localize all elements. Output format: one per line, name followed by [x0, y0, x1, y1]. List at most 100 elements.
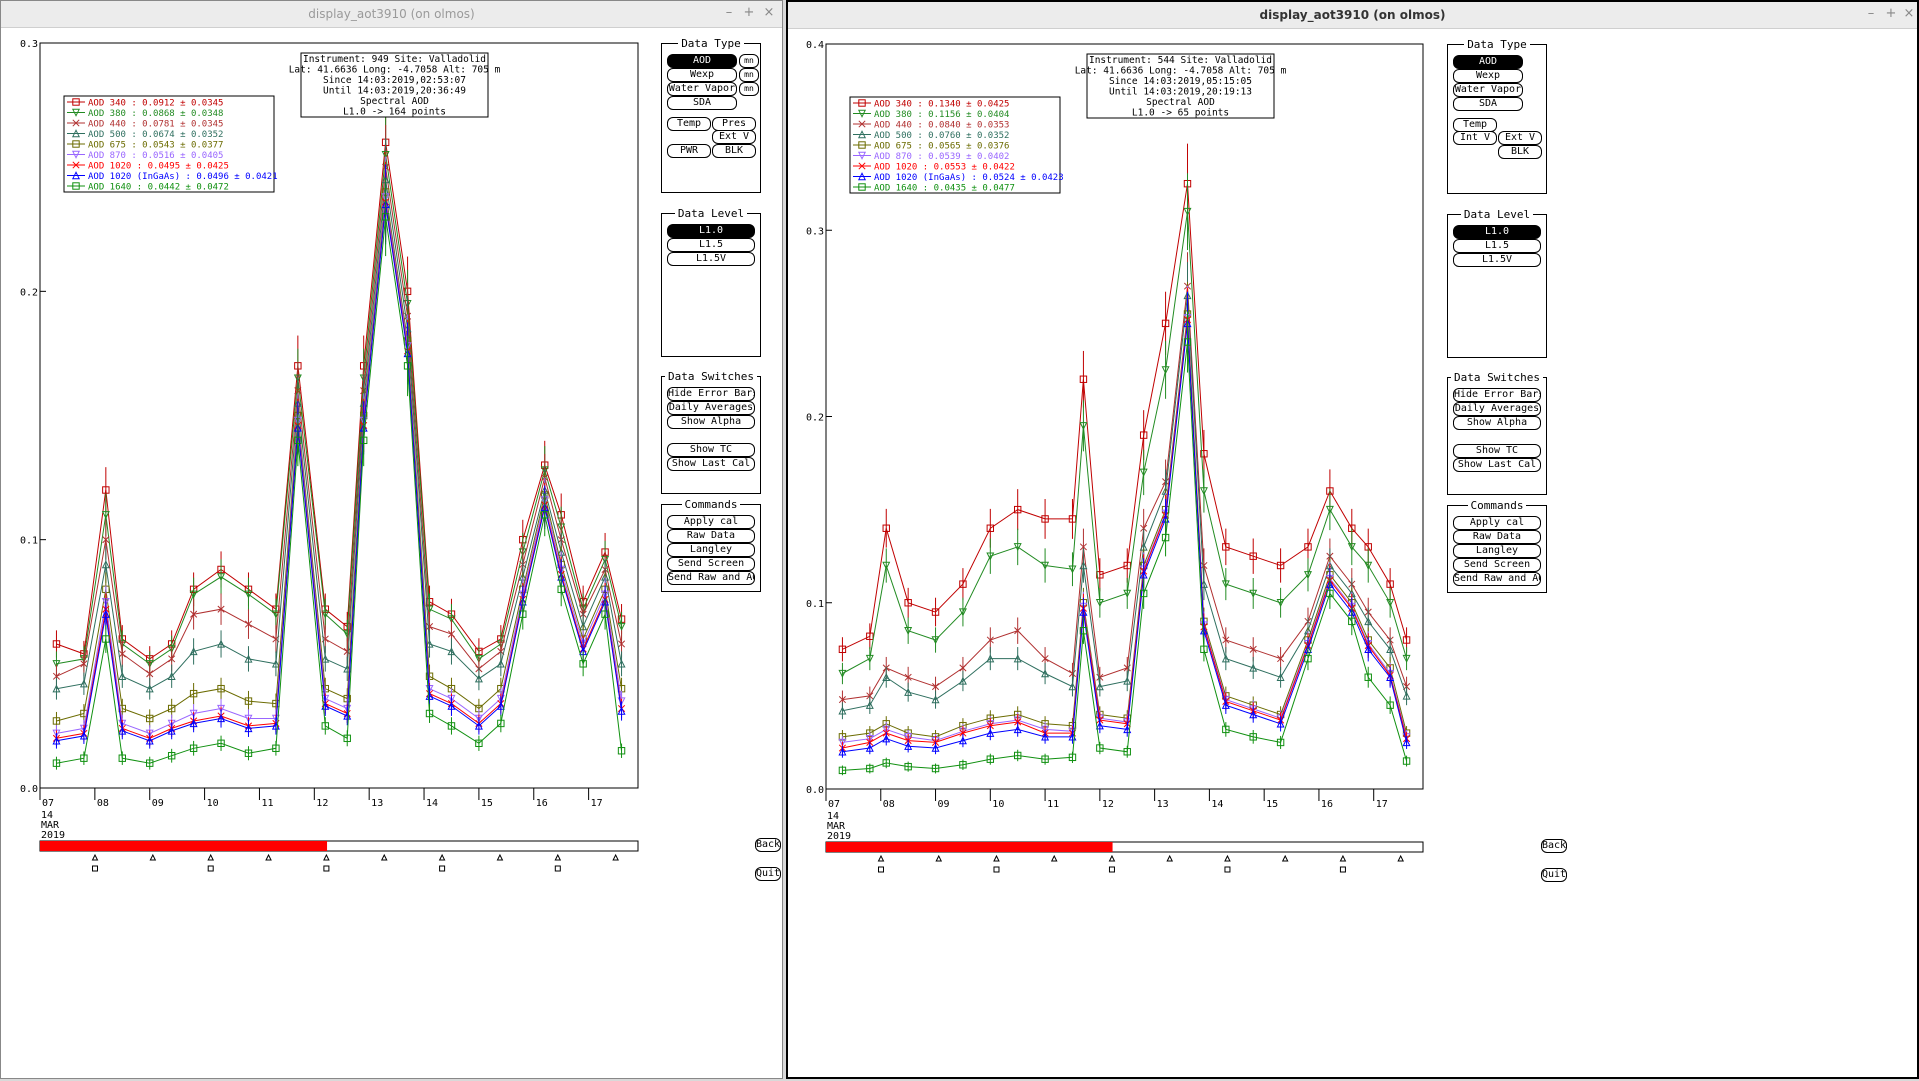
x-tick-label: 14 [426, 798, 438, 809]
data-point [1139, 468, 1148, 477]
event-marker [323, 853, 330, 861]
data-point [79, 679, 88, 688]
close-icon[interactable]: × [763, 5, 775, 20]
command-raw-data-button[interactable]: Raw Data [1453, 530, 1541, 544]
switch-show-alpha-button[interactable]: Show Alpha [667, 415, 755, 429]
data-point [167, 752, 176, 760]
units-button[interactable]: mn [739, 68, 759, 82]
data-point [474, 721, 483, 730]
data-point [865, 735, 874, 744]
title-bar[interactable]: display_aot3910 (on olmos) – + × [788, 2, 1917, 29]
data-point [425, 623, 434, 631]
close-icon[interactable]: × [1903, 6, 1915, 21]
units-button[interactable]: mn [739, 82, 759, 96]
ext-v-button[interactable]: Ext V [1498, 131, 1542, 145]
data-point [271, 659, 280, 668]
data-type-aod-button[interactable]: AOD [667, 54, 737, 68]
data-point [1013, 505, 1022, 514]
data-point [381, 213, 390, 221]
switch-show-last-cal-button[interactable]: Show Last Cal [1453, 458, 1541, 472]
command-send-raw-and-aod-button[interactable]: Send Raw and AOD [667, 571, 755, 585]
command-langley-button[interactable]: Langley [1453, 544, 1541, 558]
ext-v-button[interactable]: Ext V [712, 130, 756, 144]
quit-button[interactable]: Quit [1541, 868, 1567, 882]
command-raw-data-button[interactable]: Raw Data [667, 529, 755, 543]
data-point [1222, 543, 1230, 551]
back-button[interactable]: Back [1541, 839, 1567, 853]
data-point [190, 610, 198, 618]
data-type-sda-button[interactable]: SDA [1453, 97, 1523, 111]
switch-show-alpha-button[interactable]: Show Alpha [1453, 416, 1541, 430]
switch-daily-averages-button[interactable]: Daily Averages [1453, 402, 1541, 416]
event-marker [612, 853, 619, 861]
data-point [986, 722, 994, 730]
data-level-l15-button[interactable]: L1.5 [667, 238, 755, 252]
quit-button[interactable]: Quit [755, 867, 781, 881]
data-point [102, 536, 110, 544]
event-marker [1108, 866, 1115, 873]
blk-button[interactable]: BLK [1498, 145, 1542, 159]
command-apply-cal-button[interactable]: Apply cal [667, 515, 755, 529]
switch-hide-error-bars-button[interactable]: Hide Error Bars [667, 387, 755, 401]
minimize-icon[interactable]: – [1867, 6, 1875, 21]
time-progress-fill [40, 841, 328, 851]
info-line: L1.0 -> 65 points [1132, 108, 1229, 119]
x-tick-label: 08 [883, 799, 895, 810]
data-point [1249, 589, 1258, 598]
data-point [1123, 725, 1132, 734]
switch-hide-error-bars-button[interactable]: Hide Error Bars [1453, 388, 1541, 402]
maximize-icon[interactable]: + [743, 5, 755, 20]
event-marker [149, 853, 157, 861]
switch-daily-averages-button[interactable]: Daily Averages [667, 401, 755, 415]
info-line: Instrument: 544 Site: Valladolid [1089, 55, 1272, 66]
data-type-wexp-button[interactable]: Wexp [667, 68, 737, 82]
minimize-icon[interactable]: – [725, 5, 733, 20]
data-level-l15-button[interactable]: L1.5 [1453, 239, 1541, 253]
plot-window-left: display_aot3910 (on olmos) – + × 0.3 0.2 0… [0, 0, 783, 1079]
command-send-screen-button[interactable]: Send Screen [667, 557, 755, 571]
switch-show-tc-button[interactable]: Show TC [667, 443, 755, 457]
temp-button[interactable]: Temp [667, 117, 711, 131]
title-bar[interactable]: display_aot3910 (on olmos) – + × [1, 1, 782, 28]
data-point [244, 724, 253, 733]
pres-button[interactable]: Pres [712, 117, 756, 131]
command-langley-button[interactable]: Langley [667, 543, 755, 557]
data-level-l15v-button[interactable]: L1.5V [1453, 253, 1541, 267]
event-marker [1108, 854, 1116, 862]
data-point [904, 733, 913, 742]
data-point [1041, 655, 1049, 663]
data-point [1139, 431, 1148, 439]
data-type-aod-button[interactable]: AOD [1453, 55, 1523, 69]
switch-show-tc-button[interactable]: Show TC [1453, 444, 1541, 458]
int-v-button[interactable]: Int V [1453, 131, 1497, 145]
data-point [72, 98, 80, 106]
command-send-screen-button[interactable]: Send Screen [1453, 558, 1541, 572]
units-button[interactable]: mn [739, 54, 759, 68]
back-button[interactable]: Back [755, 838, 781, 852]
command-send-raw-and-aod-button[interactable]: Send Raw and AOD [1453, 572, 1541, 586]
data-level-l10-button[interactable]: L1.0 [1453, 225, 1541, 239]
data-level-panel-title: Data Level [674, 207, 748, 220]
data-point [167, 671, 176, 680]
data-point [72, 119, 80, 127]
event-marker [207, 853, 215, 861]
data-point [294, 436, 302, 445]
data-type-water-vapor-button[interactable]: Water Vapor [667, 82, 737, 96]
blk-button[interactable]: BLK [712, 144, 756, 158]
series-line [56, 204, 622, 742]
data-point [1013, 654, 1022, 663]
data-type-sda-button[interactable]: SDA [667, 96, 737, 110]
x-tick-label: 07 [42, 798, 54, 809]
data-level-l15v-button[interactable]: L1.5V [667, 252, 755, 266]
data-point [71, 129, 81, 138]
data-type-wexp-button[interactable]: Wexp [1453, 69, 1523, 83]
maximize-icon[interactable]: + [1885, 6, 1897, 21]
command-apply-cal-button[interactable]: Apply cal [1453, 516, 1541, 530]
temp-button[interactable]: Temp [1453, 118, 1497, 132]
data-point [1140, 524, 1148, 532]
data-level-l10-button[interactable]: L1.0 [667, 224, 755, 238]
pwr-button[interactable]: PWR [667, 144, 711, 158]
switch-show-last-cal-button[interactable]: Show Last Cal [667, 457, 755, 471]
data-type-water-vapor-button[interactable]: Water Vapor [1453, 83, 1523, 97]
data-point [1276, 599, 1285, 608]
